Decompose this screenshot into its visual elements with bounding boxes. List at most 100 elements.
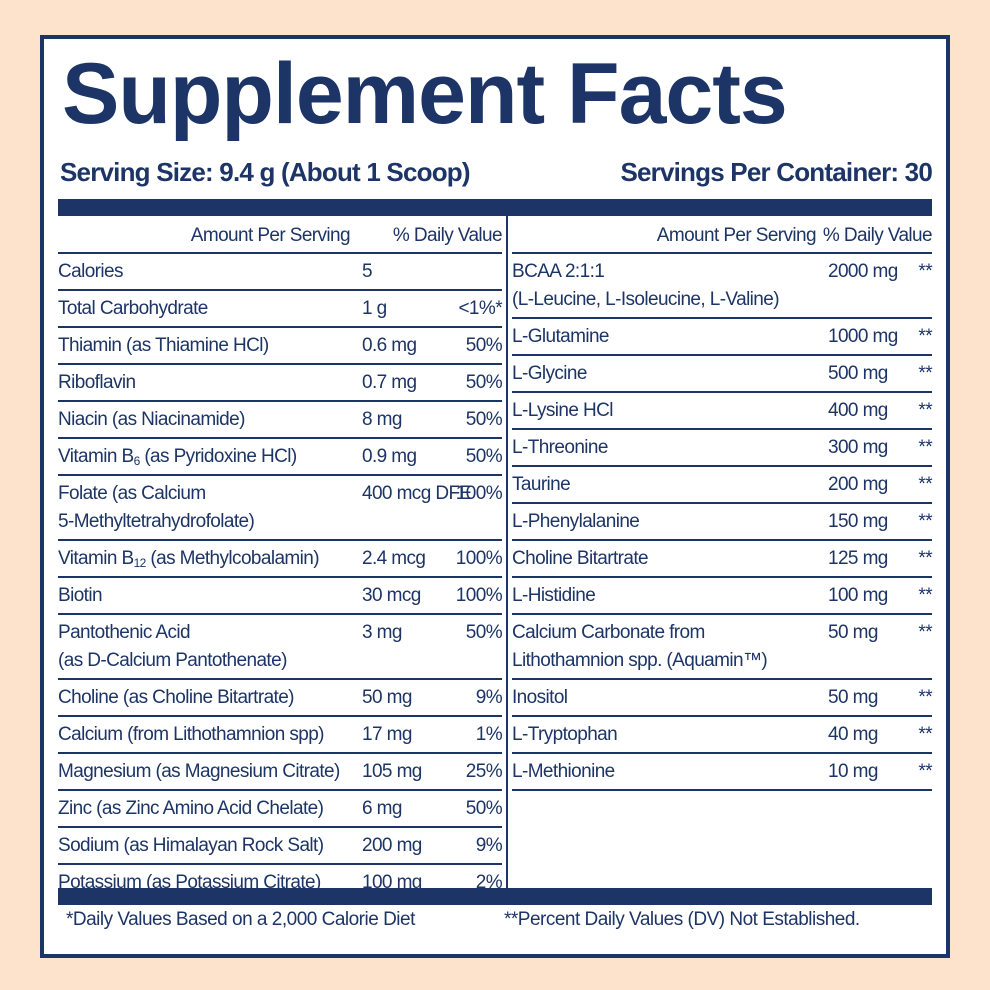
- daily-value: **: [918, 363, 932, 384]
- amount: 5: [362, 261, 373, 282]
- nutrient-row: L-Tryptophan 40 mg **: [512, 717, 933, 754]
- nutrient-row: Choline Bitartrate 125 mg **: [512, 541, 933, 578]
- nutrient-name: L-Glycine: [512, 363, 587, 384]
- nutrient-name: BCAA 2:1:1 (L-Leucine, L-Isoleucine, L-V…: [512, 261, 780, 310]
- nutrient-row: Total Carbohydrate 1 g <1%*: [58, 291, 503, 328]
- nutrient-name: Vitamin B6 (as Pyridoxine HCl): [58, 443, 502, 471]
- amount: 2.4 mcg: [362, 548, 426, 569]
- daily-value: **: [918, 400, 932, 421]
- nutrient-name: L-Phenylalanine: [512, 511, 640, 532]
- amount: 1000 mg: [828, 326, 898, 347]
- nutrient-name: Vitamin B12 (as Methylcobalamin): [58, 545, 502, 573]
- nutrient-row: Niacin (as Niacinamide) 8 mg 50%: [58, 402, 503, 439]
- amount: 50 mg: [828, 622, 878, 643]
- nutrient-name: Pantothenic Acid (as D-Calcium Pantothen…: [58, 622, 287, 671]
- amount: 17 mg: [362, 724, 412, 745]
- nutrient-row: L-Glutamine 1000 mg **: [512, 319, 933, 356]
- daily-value: **: [918, 585, 932, 606]
- nutrient-row: Taurine 200 mg **: [512, 467, 933, 504]
- daily-value: **: [918, 724, 932, 745]
- amount: 125 mg: [828, 548, 888, 569]
- daily-value: 50%: [465, 446, 503, 467]
- daily-value: **: [918, 261, 932, 282]
- nutrient-row: Vitamin B12 (as Methylcobalamin) 2.4 mcg 1…: [58, 541, 503, 578]
- amount: 150 mg: [828, 511, 888, 532]
- name-part: (as Pyridoxine HCl): [139, 446, 297, 467]
- nutrient-name: Choline Bitartrate: [512, 548, 649, 569]
- footnote: *Daily Values Based on a 2,000 Calorie D…: [66, 909, 415, 930]
- amount: 105 mg: [362, 761, 422, 782]
- nutrient-name: L-Tryptophan: [512, 724, 618, 745]
- nutrient-name: Sodium (as Himalayan Rock Salt): [58, 835, 324, 856]
- amount: 0.9 mg: [362, 446, 417, 467]
- divider-bar: [58, 888, 932, 905]
- nutrient-row: BCAA 2:1:1 (L-Leucine, L-Isoleucine, L-V…: [512, 254, 933, 319]
- daily-value: **: [918, 687, 932, 708]
- name-part: 6: [133, 454, 141, 468]
- column-header: Amount Per Serving% Daily Value: [512, 216, 933, 254]
- nutrient-name: Niacin (as Niacinamide): [58, 409, 245, 430]
- daily-value: 50%: [465, 335, 503, 356]
- name-part: Vitamin B: [58, 446, 134, 467]
- amount: 300 mg: [828, 437, 888, 458]
- name-part: 12: [133, 556, 147, 570]
- amount: 100 mg: [362, 872, 422, 893]
- dv-header: % Daily Value: [822, 225, 933, 246]
- nutrient-name: Potassium (as Potassium Citrate): [58, 872, 321, 893]
- daily-value: **: [918, 622, 932, 643]
- daily-value: 50%: [465, 409, 503, 430]
- daily-value: 9%: [475, 835, 503, 856]
- nutrient-row: Choline (as Choline Bitartrate) 50 mg 9%: [58, 680, 503, 717]
- nutrient-name: Taurine: [512, 474, 571, 495]
- nutrient-name: Folate (as Calcium 5-Methyltetrahydrofol…: [58, 483, 255, 532]
- amount: 0.6 mg: [362, 335, 417, 356]
- nutrient-name: Zinc (as Zinc Amino Acid Chelate): [58, 798, 324, 819]
- amount: 200 mg: [828, 474, 888, 495]
- daily-value: **: [918, 761, 932, 782]
- right-column: Amount Per Serving% Daily Value BCAA 2:1:…: [512, 216, 933, 791]
- amount: 0.7 mg: [362, 372, 417, 393]
- daily-value: 100%: [455, 483, 503, 504]
- nutrient-row: Calories 5: [58, 254, 502, 291]
- nutrient-row: Calcium (from Lithothamnion spp) 17 mg 1%: [58, 717, 503, 754]
- daily-value: **: [918, 548, 932, 569]
- servings-per-container: Servings Per Container: 30: [620, 157, 932, 187]
- daily-value: <1%*: [458, 298, 502, 319]
- nutrient-name: L-Threonine: [512, 437, 608, 458]
- daily-value: **: [918, 511, 932, 532]
- nutrient-name: Thiamin (as Thiamine HCl): [58, 335, 269, 356]
- daily-value: 50%: [465, 622, 503, 643]
- nutrient-name: Total Carbohydrate: [58, 298, 208, 319]
- dv-header: % Daily Value: [392, 225, 503, 246]
- column-header: Amount Per Serving% Daily Value: [58, 216, 503, 254]
- nutrient-row: Biotin 30 mcg 100%: [58, 578, 503, 615]
- amount: 100 mg: [828, 585, 888, 606]
- daily-value: 50%: [465, 372, 503, 393]
- title: Supplement Facts: [62, 46, 788, 142]
- nutrient-row: Vitamin B6 (as Pyridoxine HCl) 0.9 mg 50%: [58, 439, 503, 476]
- nutrient-row: Pantothenic Acid (as D-Calcium Pantothen…: [58, 615, 503, 680]
- amount: 400 mg: [828, 400, 888, 421]
- daily-value: 9%: [475, 687, 503, 708]
- daily-value: 2%: [475, 872, 503, 893]
- nutrient-name: L-Lysine HCl: [512, 400, 613, 421]
- name-part: Vitamin B: [58, 548, 134, 569]
- amount: 3 mg: [362, 622, 402, 643]
- amount: 30 mcg: [362, 585, 421, 606]
- nutrient-name: Calcium (from Lithothamnion spp): [58, 724, 325, 745]
- nutrient-row: L-Methionine 10 mg **: [512, 754, 933, 791]
- nutrient-row: Sodium (as Himalayan Rock Salt) 200 mg 9%: [58, 828, 503, 865]
- divider-bar: [58, 199, 932, 216]
- nutrient-row: Thiamin (as Thiamine HCl) 0.6 mg 50%: [58, 328, 503, 365]
- amount: 200 mg: [362, 835, 422, 856]
- nutrient-name: Magnesium (as Magnesium Citrate): [58, 761, 340, 782]
- label-panel: Supplement Facts Serving Size: 9.4 g (Ab…: [40, 35, 950, 958]
- nutrient-row: L-Phenylalanine 150 mg **: [512, 504, 933, 541]
- name-part: (as Methylcobalamin): [145, 548, 319, 569]
- nutrient-row: L-Histidine 100 mg **: [512, 578, 933, 615]
- daily-value: **: [918, 326, 932, 347]
- nutrient-name: Choline (as Choline Bitartrate): [58, 687, 295, 708]
- daily-value: **: [918, 474, 932, 495]
- amount: 40 mg: [828, 724, 878, 745]
